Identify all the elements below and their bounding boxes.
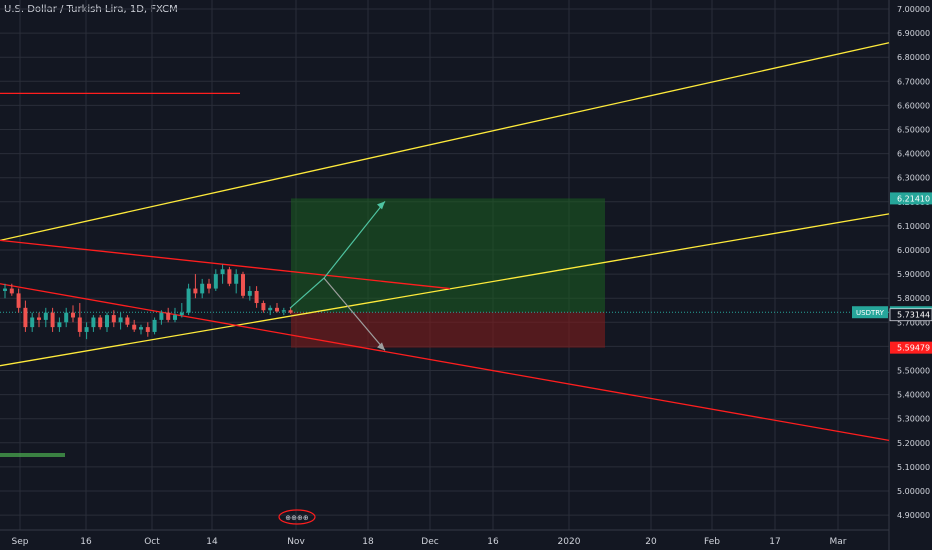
y-tick-label: 5.30000 — [897, 415, 930, 424]
x-tick-label: Dec — [421, 537, 438, 547]
candle-body — [132, 324, 137, 330]
events-badge-icon: ⊕⊕⊕⊕ — [285, 514, 308, 522]
candle-body — [43, 312, 48, 320]
candle-body — [173, 315, 177, 320]
candle-body — [118, 317, 123, 323]
candle-body — [241, 274, 245, 296]
y-tick-label: 4.90000 — [897, 511, 930, 520]
candle-body — [71, 312, 75, 318]
x-tick-label: Oct — [144, 537, 160, 547]
x-tick-label: 18 — [362, 537, 374, 547]
candle-body — [213, 274, 218, 289]
x-tick-label: Sep — [12, 537, 29, 547]
candle-body — [23, 307, 28, 328]
candle-body — [200, 283, 205, 294]
y-tick-label: 6.90000 — [897, 29, 930, 38]
candle-body — [145, 327, 150, 332]
profit-zone — [291, 198, 605, 313]
candle-body — [3, 288, 7, 291]
projection-down-arrowhead — [377, 342, 385, 351]
y-tick-label: 7.00000 — [897, 5, 930, 14]
candle-body — [179, 312, 184, 316]
candle-body — [9, 288, 14, 294]
x-tick-label: 20 — [645, 537, 657, 547]
candle-body — [166, 312, 171, 320]
y-tick-label: 6.40000 — [897, 150, 930, 159]
y-tick-label: 5.90000 — [897, 270, 930, 279]
candle-body — [159, 312, 164, 320]
price-tag-value: 6.21410 — [897, 194, 930, 203]
y-tick-label: 6.50000 — [897, 126, 930, 135]
candle-body — [57, 322, 62, 328]
x-tick-label: 17 — [769, 537, 780, 547]
candle-body — [247, 290, 252, 296]
price-tag-value: 5.59479 — [897, 344, 930, 353]
candle-body — [220, 269, 225, 275]
symbol-tag — [852, 306, 888, 319]
candle-body — [227, 269, 232, 284]
candle-body — [91, 317, 96, 328]
indicator-bar — [0, 453, 65, 457]
candle-body — [50, 312, 55, 328]
candle-body — [268, 307, 273, 311]
candle-body — [152, 319, 157, 332]
candle-body — [275, 307, 279, 312]
trend-line-red — [0, 283, 890, 442]
x-tick-label: 2020 — [558, 537, 581, 547]
y-tick-label: 6.70000 — [897, 77, 930, 86]
symbol-tag-label: USDTRY — [856, 309, 885, 317]
candle-body — [77, 317, 82, 332]
candle-body — [193, 288, 198, 294]
y-tick-label: 5.40000 — [897, 391, 930, 400]
x-tick-label: 16 — [487, 537, 499, 547]
x-tick-label: 14 — [206, 537, 218, 547]
y-tick-label: 5.70000 — [897, 318, 930, 327]
candle-body — [111, 315, 116, 323]
candle-body — [186, 288, 191, 313]
price-tag — [890, 192, 932, 205]
y-tick-label: 5.00000 — [897, 487, 930, 496]
x-tick-label: Nov — [287, 537, 305, 547]
candle-body — [16, 293, 21, 308]
candle-body — [64, 312, 69, 323]
y-tick-label: 6.80000 — [897, 53, 930, 62]
y-tick-label: 5.80000 — [897, 294, 930, 303]
projection-down-path — [323, 277, 386, 351]
candle-body — [234, 274, 239, 284]
candle-body — [254, 290, 259, 304]
candle-body — [98, 317, 103, 328]
candle-body — [281, 310, 286, 312]
candle-body — [30, 317, 35, 328]
x-tick-label: Feb — [704, 537, 720, 547]
y-tick-label: 5.50000 — [897, 367, 930, 376]
y-tick-label: 6.00000 — [897, 246, 930, 255]
y-tick-label: 6.10000 — [897, 222, 930, 231]
price-tag — [890, 341, 932, 354]
price-tag-value: 5.73144 — [897, 311, 930, 320]
candle-body — [288, 310, 293, 313]
trend-line-red — [0, 239, 451, 290]
candle-body — [37, 317, 41, 320]
events-badge-outline — [278, 509, 316, 525]
price-tag — [889, 308, 932, 322]
candle-body — [105, 315, 109, 328]
y-tick-label: 6.60000 — [897, 101, 930, 110]
candle-body — [207, 283, 211, 289]
trend-line-yellow — [0, 213, 890, 367]
trend-line-yellow — [0, 42, 890, 241]
y-tick-label: 5.10000 — [897, 463, 930, 472]
candle-body — [261, 303, 266, 311]
candle-body — [139, 327, 143, 330]
candle-body — [125, 317, 130, 325]
y-tick-label: 5.20000 — [897, 439, 930, 448]
candle-body — [84, 327, 89, 332]
x-tick-label: 16 — [80, 537, 92, 547]
y-tick-label: 6.30000 — [897, 174, 930, 183]
projection-up-arrowhead — [377, 201, 385, 210]
x-tick-label: Mar — [830, 537, 847, 547]
loss-zone — [291, 312, 605, 348]
